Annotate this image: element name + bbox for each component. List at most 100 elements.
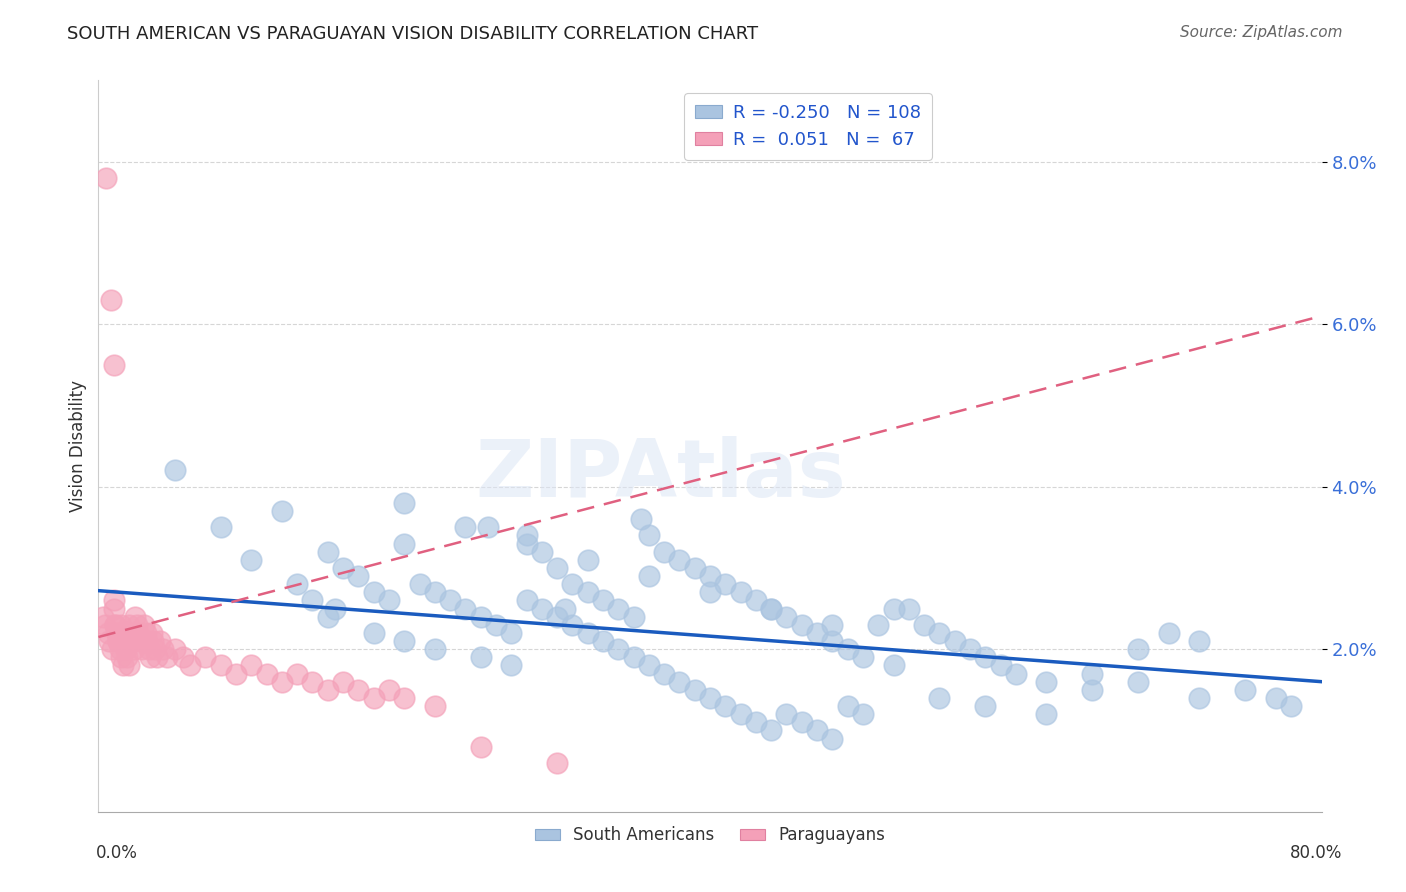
Point — [1188, 634, 1211, 648]
Point — [156, 650, 179, 665]
Point — [1157, 626, 1180, 640]
Text: Source: ZipAtlas.com: Source: ZipAtlas.com — [1180, 25, 1343, 40]
Point — [423, 699, 446, 714]
Point — [730, 707, 752, 722]
Point — [105, 626, 128, 640]
Point — [332, 561, 354, 575]
Point — [142, 634, 165, 648]
Text: ZIPAtlas: ZIPAtlas — [475, 436, 846, 515]
Point — [1264, 690, 1286, 705]
Point — [115, 642, 138, 657]
Point — [546, 561, 568, 575]
Point — [103, 593, 125, 607]
Point — [623, 650, 645, 665]
Point — [363, 690, 385, 705]
Point — [790, 715, 813, 730]
Point — [470, 650, 492, 665]
Point — [301, 674, 323, 689]
Point — [775, 707, 797, 722]
Text: 0.0%: 0.0% — [96, 844, 138, 862]
Point — [105, 626, 128, 640]
Point — [98, 634, 121, 648]
Point — [761, 723, 783, 738]
Point — [122, 642, 145, 657]
Point — [683, 561, 706, 575]
Point — [561, 577, 583, 591]
Point — [129, 642, 152, 657]
Point — [103, 601, 125, 615]
Point — [821, 731, 844, 746]
Point — [363, 585, 385, 599]
Point — [1128, 642, 1150, 657]
Point — [104, 617, 127, 632]
Point — [1188, 690, 1211, 705]
Point — [974, 650, 997, 665]
Point — [316, 544, 339, 558]
Point — [110, 650, 132, 665]
Point — [135, 626, 157, 640]
Point — [112, 626, 135, 640]
Point — [1279, 699, 1302, 714]
Point — [124, 609, 146, 624]
Point — [821, 617, 844, 632]
Point — [285, 577, 308, 591]
Point — [316, 682, 339, 697]
Point — [392, 690, 416, 705]
Point — [141, 626, 163, 640]
Point — [194, 650, 217, 665]
Point — [761, 601, 783, 615]
Point — [683, 682, 706, 697]
Point — [485, 617, 508, 632]
Point — [121, 634, 143, 648]
Point — [127, 626, 149, 640]
Point — [115, 634, 138, 648]
Point — [470, 739, 492, 754]
Point — [837, 699, 859, 714]
Point — [928, 626, 950, 640]
Point — [790, 617, 813, 632]
Point — [1081, 666, 1104, 681]
Point — [530, 601, 553, 615]
Point — [652, 666, 675, 681]
Point — [576, 585, 599, 599]
Point — [699, 690, 721, 705]
Point — [118, 617, 141, 632]
Point — [761, 601, 783, 615]
Point — [108, 642, 131, 657]
Point — [270, 504, 294, 518]
Point — [883, 658, 905, 673]
Point — [145, 650, 167, 665]
Point — [806, 626, 828, 640]
Point — [128, 634, 150, 648]
Point — [152, 642, 174, 657]
Point — [637, 658, 661, 673]
Point — [1234, 682, 1257, 697]
Point — [943, 634, 966, 648]
Point — [699, 569, 721, 583]
Point — [668, 674, 690, 689]
Point — [163, 642, 186, 657]
Point — [100, 293, 122, 307]
Point — [225, 666, 247, 681]
Point — [125, 617, 148, 632]
Point — [256, 666, 278, 681]
Point — [592, 634, 614, 648]
Point — [93, 617, 115, 632]
Point — [240, 553, 263, 567]
Point — [745, 715, 768, 730]
Point — [745, 593, 768, 607]
Point — [699, 585, 721, 599]
Point — [630, 512, 652, 526]
Point — [454, 520, 477, 534]
Point — [134, 617, 156, 632]
Point — [928, 690, 950, 705]
Point — [623, 609, 645, 624]
Point — [990, 658, 1012, 673]
Point — [576, 553, 599, 567]
Point — [668, 553, 690, 567]
Point — [1004, 666, 1026, 681]
Point — [652, 544, 675, 558]
Point — [714, 577, 737, 591]
Point — [163, 463, 186, 477]
Point — [637, 528, 661, 542]
